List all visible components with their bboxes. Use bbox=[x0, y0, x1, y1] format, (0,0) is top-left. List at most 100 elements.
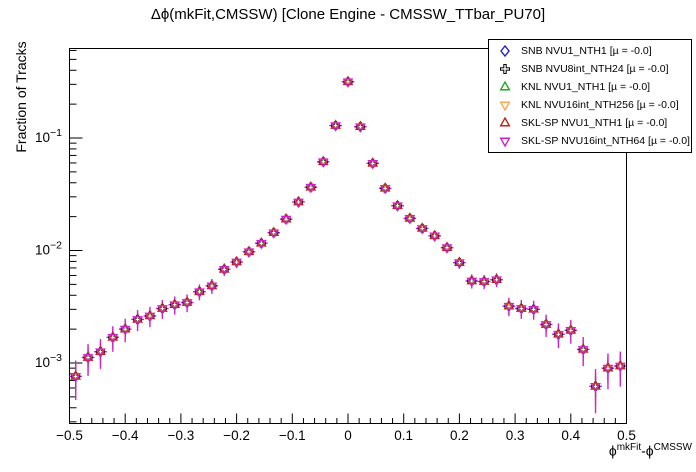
x-tick-label: 0.1 bbox=[394, 428, 413, 443]
marker-open-triangle-up bbox=[454, 256, 465, 266]
marker-open-triangle-down bbox=[553, 330, 564, 341]
legend-entry: KNL NVU16int_NTH256 [µ = -0.0] bbox=[489, 97, 691, 113]
x-tick-label: 0.5 bbox=[617, 428, 636, 443]
marker-open-triangle-up bbox=[503, 299, 515, 310]
marker-open-triangle-down bbox=[156, 305, 168, 315]
marker-open-triangle-down bbox=[144, 312, 156, 323]
marker-open-triangle-up bbox=[602, 361, 614, 372]
marker-open-triangle-up bbox=[95, 345, 106, 356]
marker-open-triangle-up bbox=[478, 275, 490, 285]
marker-open-triangle-down bbox=[243, 248, 255, 258]
marker-open-triangle-up bbox=[553, 328, 564, 338]
marker-open-triangle-down bbox=[305, 183, 317, 194]
y-tick-label: 10−1 bbox=[35, 127, 62, 145]
marker-open-triangle-up bbox=[330, 119, 342, 129]
marker-open-triangle-down bbox=[181, 299, 193, 309]
legend-marker-open-triangle-up-icon bbox=[499, 80, 511, 91]
marker-open-triangle-down bbox=[293, 198, 304, 209]
marker-open-triangle-down bbox=[515, 305, 527, 315]
marker-open-triangle-up bbox=[342, 75, 354, 86]
marker-open-triangle-up bbox=[540, 318, 552, 328]
marker-open-triangle-up bbox=[528, 303, 540, 313]
legend-marker-open-diamond-icon bbox=[500, 44, 510, 58]
marker-open-triangle-up bbox=[255, 237, 267, 247]
marker-open-triangle-down bbox=[354, 123, 366, 133]
y-tick-label: 10−3 bbox=[35, 352, 62, 370]
marker-open-triangle-up bbox=[268, 226, 280, 237]
marker-open-triangle-up bbox=[206, 279, 218, 290]
legend-entry: SNB NVU1_NTH1 [µ = -0.0] bbox=[489, 43, 691, 59]
marker-open-triangle-down bbox=[255, 239, 267, 250]
marker-open-triangle-up bbox=[218, 263, 230, 273]
marker-open-triangle-up bbox=[194, 285, 205, 296]
marker-open-triangle-down bbox=[429, 232, 441, 243]
marker-open-triangle-down bbox=[169, 301, 181, 311]
marker-open-triangle-up bbox=[280, 212, 292, 223]
marker-open-triangle-down bbox=[528, 305, 540, 316]
marker-open-triangle-up bbox=[354, 120, 366, 131]
marker-open-triangle-down bbox=[565, 327, 577, 337]
marker-open-triangle-down bbox=[132, 316, 143, 326]
marker-open-triangle-up bbox=[614, 359, 626, 370]
legend-marker-open-triangle-up-icon bbox=[499, 116, 511, 127]
legend-entry: SKL-SP NVU16int_NTH64 [µ = -0.0] bbox=[489, 133, 691, 149]
marker-open-triangle-down bbox=[466, 277, 478, 288]
marker-open-triangle-down bbox=[330, 122, 342, 132]
marker-open-triangle-down bbox=[82, 354, 94, 364]
marker-open-triangle-up bbox=[491, 273, 502, 284]
legend-entry-label: SNB NVU8int_NTH24 [µ = -0.0] bbox=[521, 63, 669, 75]
legend-entry-label: SNB NVU1_NTH1 [µ = -0.0] bbox=[521, 45, 652, 57]
marker-open-triangle-up bbox=[144, 309, 156, 320]
marker-open-triangle-down bbox=[342, 78, 354, 89]
legend-marker-open-cross-icon bbox=[500, 64, 510, 74]
marker-open-triangle-up bbox=[590, 380, 601, 390]
legend-marker-open-triangle-down-icon bbox=[499, 137, 511, 148]
marker-open-triangle-down bbox=[577, 346, 589, 356]
marker-open-triangle-down bbox=[107, 334, 119, 344]
marker-open-triangle-up bbox=[416, 222, 428, 232]
legend-entry: SNB NVU8int_NTH24 [µ = -0.0] bbox=[489, 61, 691, 77]
marker-open-triangle-down bbox=[614, 362, 626, 373]
phi-symbol: ϕ bbox=[608, 442, 617, 459]
legend-entry-label: KNL NVU16int_NTH256 [µ = -0.0] bbox=[521, 99, 679, 111]
x-tick-label: −0.2 bbox=[223, 428, 250, 443]
marker-open-triangle-up bbox=[181, 296, 193, 306]
x-tick-label: −0.5 bbox=[56, 428, 83, 443]
plot-title: Δϕ(mkFit,CMSSW) [Clone Engine - CMSSW_TT… bbox=[150, 6, 546, 23]
marker-open-triangle-down bbox=[441, 244, 453, 254]
marker-open-triangle-down bbox=[317, 158, 329, 168]
legend-entry-label: SKL-SP NVU1_NTH1 [µ = -0.0] bbox=[521, 117, 668, 129]
marker-open-triangle-up bbox=[404, 212, 416, 222]
marker-open-triangle-down bbox=[231, 258, 242, 269]
marker-open-triangle-up bbox=[132, 313, 143, 323]
legend-entry: KNL NVU1_NTH1 [µ = -0.0] bbox=[489, 79, 691, 95]
legend-marker-open-triangle-down-icon bbox=[499, 101, 511, 112]
minus-phi: -ϕ bbox=[641, 442, 654, 459]
marker-open-triangle-down bbox=[95, 348, 106, 358]
y-tick-label: 10−2 bbox=[35, 240, 62, 258]
marker-open-triangle-down bbox=[70, 373, 82, 383]
marker-open-triangle-up bbox=[70, 370, 82, 380]
legend-entry-label: SKL-SP NVU16int_NTH64 [µ = -0.0] bbox=[521, 135, 690, 147]
x-tick-label: −0.4 bbox=[112, 428, 139, 443]
x-tick-label: 0.4 bbox=[561, 428, 580, 443]
marker-open-triangle-up bbox=[367, 157, 379, 167]
x-label-superscript-mkfit: mkFit bbox=[616, 442, 642, 453]
x-tick-label: 0.3 bbox=[506, 428, 525, 443]
marker-open-triangle-down bbox=[379, 184, 391, 195]
marker-open-triangle-down bbox=[454, 259, 465, 269]
marker-open-triangle-down bbox=[503, 302, 515, 313]
x-axis-title: ϕmkFit-ϕCMSSW bbox=[609, 442, 692, 459]
marker-open-triangle-down bbox=[478, 278, 490, 288]
x-label-superscript-cmssw: CMSSW bbox=[653, 442, 692, 453]
marker-open-triangle-down bbox=[119, 325, 131, 336]
marker-open-triangle-up bbox=[466, 274, 478, 285]
marker-open-triangle-up bbox=[379, 182, 391, 192]
x-tick-label: −0.3 bbox=[168, 428, 195, 443]
marker-open-triangle-down bbox=[590, 383, 601, 393]
marker-open-triangle-down bbox=[280, 215, 292, 226]
marker-open-triangle-down bbox=[404, 215, 416, 225]
legend-entry: SKL-SP NVU1_NTH1 [µ = -0.0] bbox=[489, 115, 691, 131]
marker-open-triangle-up bbox=[317, 155, 329, 166]
